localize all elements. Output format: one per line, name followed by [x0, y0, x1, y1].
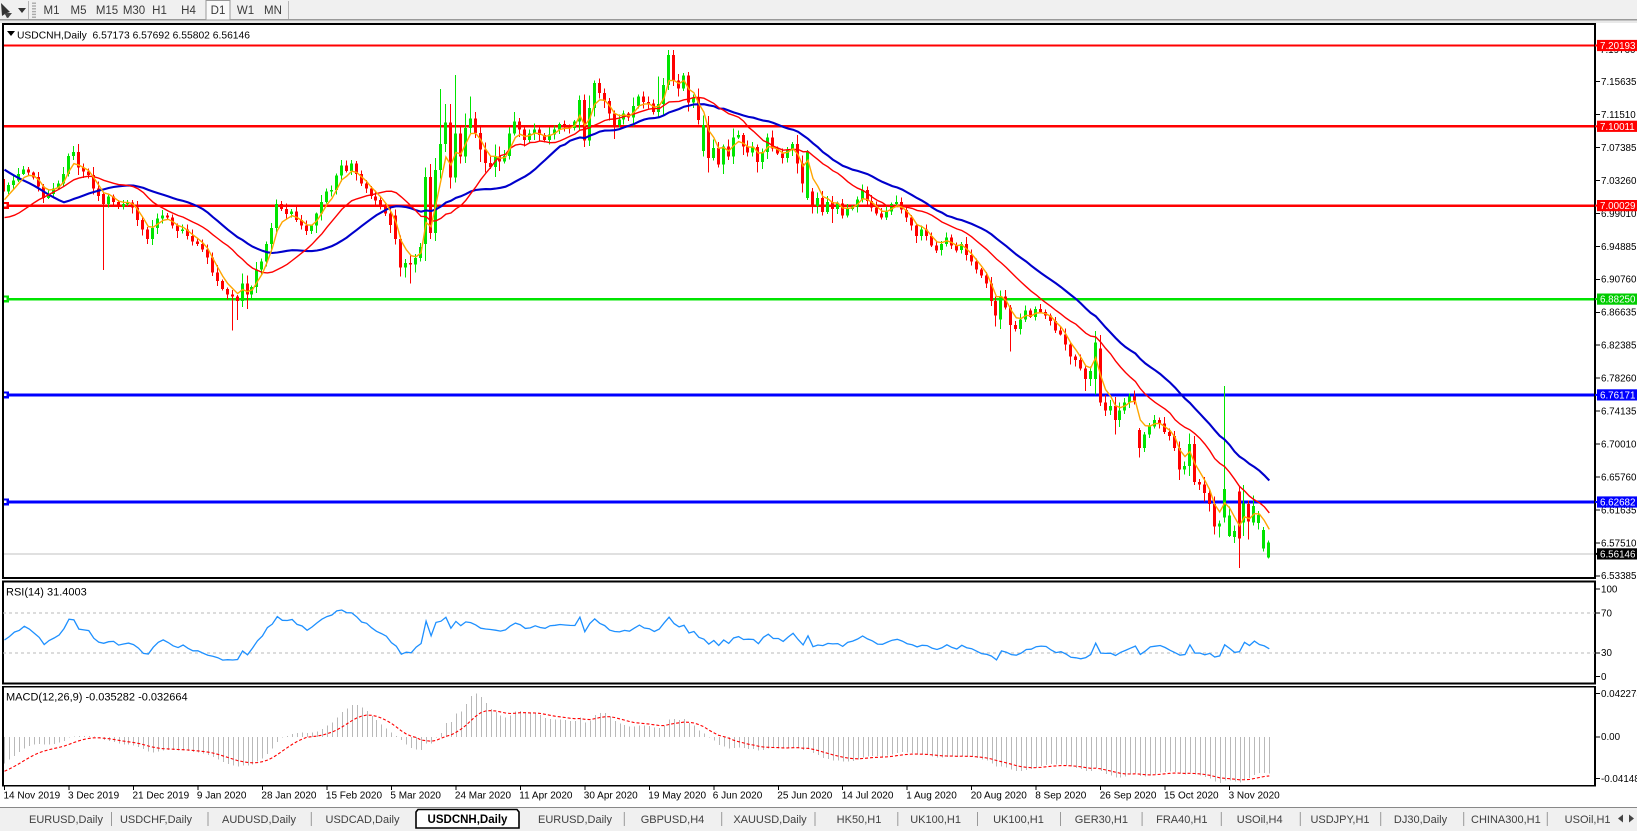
svg-text:0.00: 0.00 — [1601, 732, 1621, 743]
svg-text:6.76171: 6.76171 — [1600, 390, 1635, 401]
svg-text:-0.04148: -0.04148 — [1601, 774, 1637, 785]
svg-text:14 Nov 2019: 14 Nov 2019 — [4, 791, 61, 802]
svg-text:6.90760: 6.90760 — [1601, 275, 1637, 286]
svg-text:7.07385: 7.07385 — [1601, 143, 1637, 154]
svg-text:6.53385: 6.53385 — [1601, 571, 1637, 582]
svg-text:6.86635: 6.86635 — [1601, 308, 1637, 319]
svg-text:6.56146: 6.56146 — [1600, 549, 1636, 560]
svg-text:21 Dec 2019: 21 Dec 2019 — [133, 791, 190, 802]
svg-text:USDCNH,Daily 6.57173 6.57692: USDCNH,Daily 6.57173 6.57692 6.55802 6.5… — [17, 30, 250, 41]
svg-text:RSI(14) 31.4003: RSI(14) 31.4003 — [6, 587, 87, 599]
svg-text:USOil,H1: USOil,H1 — [1565, 814, 1611, 826]
svg-text:USDCNH,Daily: USDCNH,Daily — [428, 814, 508, 826]
svg-text:14 Jul 2020: 14 Jul 2020 — [842, 791, 894, 802]
svg-text:MN: MN — [264, 5, 282, 17]
svg-text:6.78260: 6.78260 — [1601, 374, 1637, 385]
svg-text:USDCAD,Daily: USDCAD,Daily — [326, 814, 400, 826]
svg-text:7.15635: 7.15635 — [1601, 77, 1637, 88]
svg-text:USOil,H4: USOil,H4 — [1237, 814, 1283, 826]
svg-text:3 Nov 2020: 3 Nov 2020 — [1229, 791, 1281, 802]
svg-text:UK100,H1: UK100,H1 — [910, 814, 961, 826]
svg-text:15 Oct 2020: 15 Oct 2020 — [1164, 791, 1219, 802]
svg-text:100: 100 — [1601, 584, 1618, 595]
svg-text:11 Apr 2020: 11 Apr 2020 — [519, 791, 573, 802]
svg-text:7.11510: 7.11510 — [1601, 110, 1636, 121]
svg-text:EURUSD,Daily: EURUSD,Daily — [538, 814, 612, 826]
svg-text:7.03260: 7.03260 — [1601, 176, 1637, 187]
svg-text:M5: M5 — [71, 5, 87, 17]
svg-text:6.99010: 6.99010 — [1601, 209, 1637, 220]
svg-text:7.00029: 7.00029 — [1600, 201, 1635, 212]
svg-text:M1: M1 — [44, 5, 60, 17]
svg-text:8 Sep 2020: 8 Sep 2020 — [1035, 791, 1087, 802]
svg-text:7.10011: 7.10011 — [1600, 122, 1635, 133]
svg-text:D1: D1 — [211, 5, 226, 17]
svg-text:W1: W1 — [237, 5, 254, 17]
svg-text:9 Jan 2020: 9 Jan 2020 — [197, 791, 247, 802]
svg-text:3 Dec 2019: 3 Dec 2019 — [68, 791, 120, 802]
svg-text:DJ30,Daily: DJ30,Daily — [1394, 814, 1448, 826]
svg-text:AUDUSD,Daily: AUDUSD,Daily — [222, 814, 296, 826]
svg-text:EURUSD,Daily: EURUSD,Daily — [29, 814, 103, 826]
svg-text:6.94885: 6.94885 — [1601, 242, 1637, 253]
svg-text:6.62682: 6.62682 — [1600, 498, 1635, 509]
svg-text:6 Jun 2020: 6 Jun 2020 — [713, 791, 763, 802]
svg-text:19 May 2020: 19 May 2020 — [648, 791, 706, 802]
svg-text:M30: M30 — [123, 5, 145, 17]
svg-text:XAUUSD,Daily: XAUUSD,Daily — [733, 814, 807, 826]
svg-text:30 Apr 2020: 30 Apr 2020 — [584, 791, 638, 802]
svg-text:H1: H1 — [152, 5, 167, 17]
svg-text:USDJPY,H1: USDJPY,H1 — [1310, 814, 1369, 826]
svg-text:CHINA300,H1: CHINA300,H1 — [1471, 814, 1541, 826]
svg-text:HK50,H1: HK50,H1 — [837, 814, 882, 826]
svg-text:0.042275: 0.042275 — [1601, 689, 1637, 700]
svg-text:GER30,H1: GER30,H1 — [1075, 814, 1128, 826]
svg-text:M15: M15 — [96, 5, 118, 17]
svg-text:5 Mar 2020: 5 Mar 2020 — [390, 791, 441, 802]
svg-text:6.70010: 6.70010 — [1601, 439, 1637, 450]
svg-text:25 Jun 2020: 25 Jun 2020 — [777, 791, 832, 802]
svg-text:6.82385: 6.82385 — [1601, 341, 1637, 352]
svg-text:GBPUSD,H4: GBPUSD,H4 — [641, 814, 705, 826]
svg-text:6.88250: 6.88250 — [1600, 295, 1636, 306]
svg-text:FRA40,H1: FRA40,H1 — [1156, 814, 1207, 826]
svg-text:30: 30 — [1601, 648, 1612, 659]
svg-text:20 Aug 2020: 20 Aug 2020 — [971, 791, 1028, 802]
svg-text:USDCHF,Daily: USDCHF,Daily — [120, 814, 193, 826]
svg-text:UK100,H1: UK100,H1 — [993, 814, 1044, 826]
svg-text:0: 0 — [1601, 672, 1607, 683]
svg-text:6.74135: 6.74135 — [1601, 407, 1637, 418]
svg-text:24 Mar 2020: 24 Mar 2020 — [455, 791, 512, 802]
svg-text:H4: H4 — [181, 5, 196, 17]
svg-text:6.57510: 6.57510 — [1601, 538, 1637, 549]
svg-text:6.65760: 6.65760 — [1601, 472, 1637, 483]
svg-text:1 Aug 2020: 1 Aug 2020 — [906, 791, 957, 802]
svg-text:6.61635: 6.61635 — [1601, 505, 1637, 516]
svg-text:15 Feb 2020: 15 Feb 2020 — [326, 791, 383, 802]
svg-text:26 Sep 2020: 26 Sep 2020 — [1100, 791, 1157, 802]
svg-text:7.20193: 7.20193 — [1600, 41, 1636, 52]
svg-text:MACD(12,26,9) -0.035282 -0.032: MACD(12,26,9) -0.035282 -0.032664 — [6, 692, 188, 704]
svg-text:28 Jan 2020: 28 Jan 2020 — [261, 791, 316, 802]
svg-text:70: 70 — [1601, 609, 1612, 620]
